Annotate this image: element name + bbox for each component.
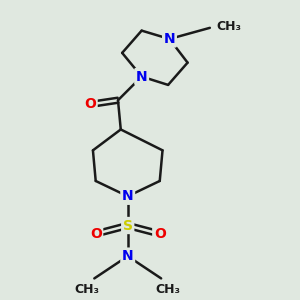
Text: O: O	[90, 227, 102, 241]
Text: S: S	[123, 218, 133, 233]
Text: O: O	[154, 227, 166, 241]
Text: N: N	[164, 32, 175, 46]
Text: N: N	[122, 249, 134, 263]
Text: CH₃: CH₃	[75, 283, 100, 296]
Text: N: N	[122, 189, 134, 203]
Text: CH₃: CH₃	[156, 283, 181, 296]
Text: CH₃: CH₃	[217, 20, 242, 33]
Text: O: O	[84, 98, 96, 111]
Text: N: N	[136, 70, 148, 84]
